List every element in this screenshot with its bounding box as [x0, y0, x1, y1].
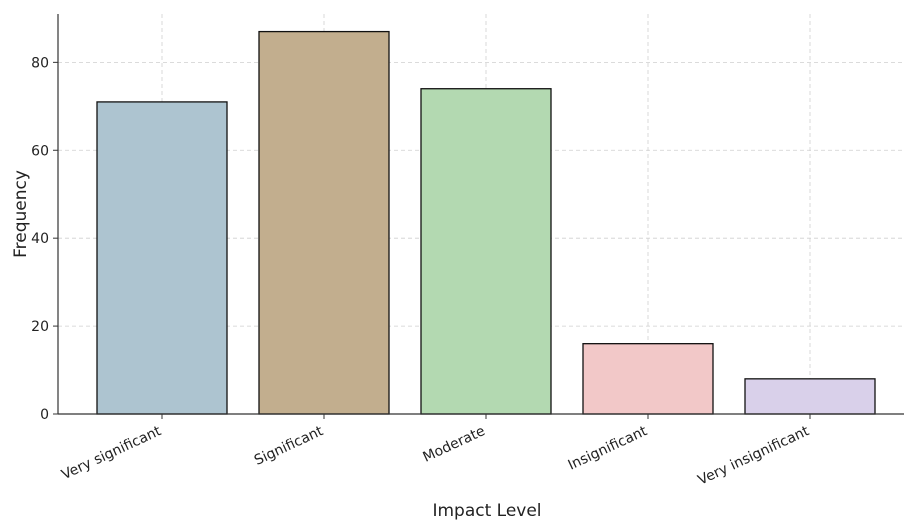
- x-axis-title: Impact Level: [432, 501, 541, 520]
- y-tick-label: 20: [31, 319, 49, 335]
- bar: [582, 343, 714, 415]
- x-tick-label: Very insignificant: [696, 423, 813, 489]
- y-axis-title: Frequency: [11, 170, 31, 258]
- bar: [744, 378, 876, 415]
- x-tick-labels: Very significant Significant Moderate Insig…: [59, 414, 812, 489]
- x-tick-label: Insignificant: [566, 423, 651, 474]
- bar: [420, 88, 552, 415]
- y-tick-labels: 0 20 40 60 80: [31, 55, 58, 423]
- axes: [57, 14, 904, 415]
- x-tick-label: Significant: [252, 423, 326, 469]
- x-tick-label: Moderate: [421, 423, 488, 466]
- y-tick-label: 0: [40, 407, 49, 423]
- bar: [258, 30, 390, 415]
- bar: [96, 101, 228, 415]
- y-tick-label: 80: [31, 55, 49, 71]
- x-tick-label: Very significant: [59, 423, 164, 483]
- y-tick-label: 40: [31, 231, 49, 247]
- bars: [96, 30, 876, 415]
- y-tick-label: 60: [31, 143, 49, 159]
